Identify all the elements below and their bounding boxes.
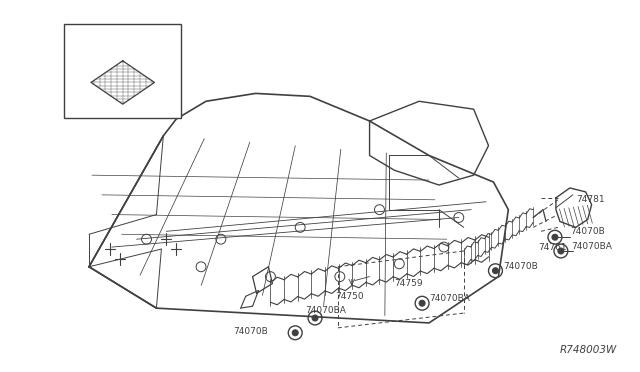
Circle shape: [419, 300, 425, 306]
Circle shape: [493, 268, 499, 274]
Circle shape: [292, 330, 298, 336]
Text: 74070B: 74070B: [570, 227, 605, 236]
Bar: [64, 25, 181, 118]
Text: 74781: 74781: [576, 195, 604, 204]
Circle shape: [558, 248, 564, 254]
Text: 74070BA: 74070BA: [571, 241, 612, 251]
Text: 74892R: 74892R: [71, 35, 108, 44]
Text: 74070BA: 74070BA: [429, 294, 470, 303]
Text: 74892R: 74892R: [72, 38, 107, 47]
Text: 74761: 74761: [538, 243, 566, 251]
Text: 74750: 74750: [335, 292, 364, 301]
Circle shape: [552, 234, 558, 240]
Text: 74070BA: 74070BA: [305, 306, 346, 315]
Text: 74070B: 74070B: [233, 327, 268, 336]
Circle shape: [312, 315, 318, 321]
Text: 74070B: 74070B: [504, 262, 538, 271]
Text: R748003W: R748003W: [560, 346, 618, 355]
Text: 74759: 74759: [394, 279, 423, 288]
